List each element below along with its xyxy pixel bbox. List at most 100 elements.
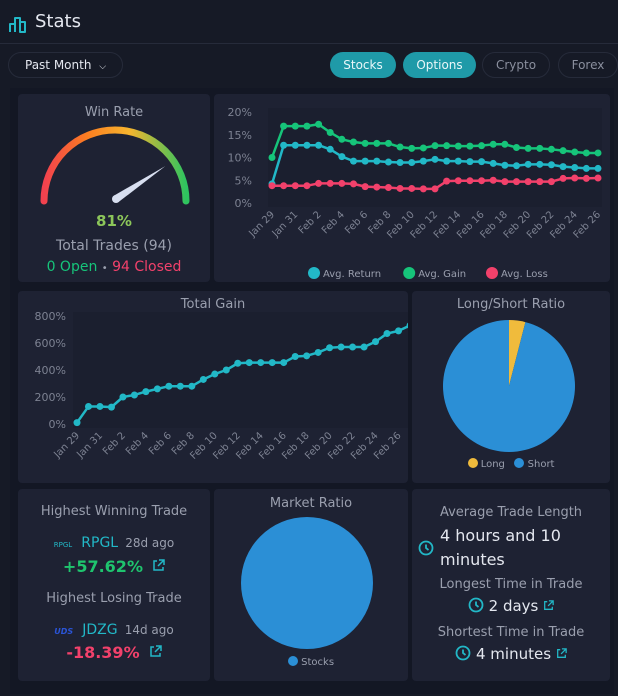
x-tick-label: Jan 31 — [74, 430, 105, 461]
highest-loss-symbol[interactable]: JDZG — [82, 622, 118, 638]
total-gain-title: Total Gain — [180, 297, 246, 312]
external-link-icon[interactable] — [152, 559, 165, 572]
data-point — [431, 185, 439, 193]
data-point — [338, 135, 346, 143]
data-point — [582, 149, 590, 157]
data-point — [165, 382, 173, 390]
legend-dot — [308, 267, 320, 279]
data-point — [478, 142, 486, 150]
data-point — [419, 157, 427, 165]
filter-options[interactable]: Options — [403, 52, 476, 78]
data-point — [524, 178, 532, 186]
data-point — [513, 143, 520, 151]
highest-win-title: Highest Winning Trade — [40, 504, 188, 519]
y-tick-label: 5% — [235, 174, 252, 187]
y-tick-label: 0% — [235, 197, 252, 210]
data-point — [268, 359, 276, 367]
data-point — [501, 140, 509, 148]
data-point — [350, 180, 357, 188]
data-point — [280, 122, 288, 130]
market-ratio-pie — [241, 517, 373, 649]
data-point — [501, 178, 509, 186]
closed-count: 94 Closed — [112, 259, 182, 275]
long-short-card: Long/Short Ratio Long Short — [412, 291, 610, 483]
data-point — [571, 164, 579, 172]
external-link-icon[interactable] — [149, 645, 162, 658]
external-link-icon[interactable] — [543, 600, 554, 611]
highest-win-symbol[interactable]: RPGL — [81, 535, 119, 551]
data-point — [489, 159, 497, 167]
data-point — [199, 375, 207, 383]
data-point — [314, 348, 322, 356]
market-ratio-card: Market Ratio Stocks — [214, 489, 408, 681]
data-point — [419, 185, 427, 193]
data-point — [501, 161, 509, 169]
data-point — [280, 141, 288, 149]
data-point — [547, 178, 555, 186]
y-tick-label: 10% — [228, 152, 252, 165]
toolbar: Past Month ⌵ Stocks Options Crypto Forex — [0, 50, 618, 82]
y-tick-label: 15% — [228, 129, 252, 142]
data-point — [547, 145, 555, 153]
data-point — [443, 177, 451, 185]
y-tick-label: 20% — [228, 106, 252, 119]
win-rate-value: 81% — [96, 212, 132, 230]
data-point — [384, 139, 392, 147]
open-closed-summary: 0 Open • 94 Closed — [18, 259, 210, 275]
period-dropdown[interactable]: Past Month ⌵ — [8, 52, 124, 78]
data-point — [547, 161, 555, 169]
x-tick-label: Feb 2 — [101, 430, 128, 457]
data-point — [315, 141, 323, 149]
filter-stocks[interactable]: Stocks — [330, 52, 396, 78]
shortest-time-title: Shortest Time in Trade — [437, 625, 585, 640]
x-tick-label: Jan 31 — [270, 209, 301, 240]
data-point — [303, 141, 311, 149]
y-tick-label: 200% — [35, 391, 66, 404]
longest-time-row: 2 days — [412, 597, 610, 615]
highest-win-ago: 28d ago — [125, 536, 175, 550]
data-point — [396, 184, 404, 192]
market-ratio-legend: Stocks — [214, 656, 408, 668]
filter-options-label: Options — [416, 58, 463, 72]
highest-loss-value-row: -18.39% — [18, 643, 210, 662]
external-link-icon[interactable] — [556, 648, 567, 659]
data-point — [559, 147, 567, 155]
x-tick-label: Feb 2 — [297, 209, 324, 236]
data-point — [268, 154, 276, 161]
data-point — [408, 184, 416, 192]
highest-loss-row: UDS JDZG 14d ago — [18, 619, 210, 638]
data-point — [338, 179, 346, 187]
filter-forex[interactable]: Forex — [558, 52, 618, 78]
x-tick-label: Feb 4 — [124, 430, 151, 457]
data-point — [130, 391, 138, 399]
highest-loss-value: -18.39% — [66, 643, 140, 662]
data-point — [268, 182, 276, 190]
data-point — [559, 163, 567, 171]
stats-grid: Win Rate 81% Total Trades (94) 0 Open • … — [10, 88, 614, 694]
filter-stocks-label: Stocks — [343, 58, 383, 72]
data-point — [96, 402, 104, 410]
data-point — [408, 144, 416, 152]
highest-trades-card: Highest Winning Trade RPGL RPGL 28d ago … — [18, 489, 210, 681]
data-point — [291, 182, 299, 190]
data-point — [431, 155, 439, 163]
pie-slice-stocks — [241, 517, 373, 649]
open-count: 0 Open — [46, 259, 98, 275]
data-point — [559, 174, 567, 182]
data-point — [372, 338, 380, 346]
highest-win-value: +57.62% — [62, 557, 143, 576]
filter-crypto[interactable]: Crypto — [482, 52, 550, 78]
data-point — [454, 177, 462, 185]
legend-label: Avg. Return — [323, 269, 381, 280]
bar-chart-icon — [9, 17, 26, 33]
data-point — [571, 174, 579, 182]
data-point — [582, 174, 590, 182]
data-point — [73, 419, 81, 427]
data-point — [395, 327, 403, 335]
data-point — [280, 182, 288, 190]
data-point — [489, 140, 497, 148]
data-point — [373, 183, 381, 191]
data-point — [571, 148, 579, 156]
y-tick-label: 0% — [49, 418, 66, 431]
data-point — [211, 370, 219, 378]
